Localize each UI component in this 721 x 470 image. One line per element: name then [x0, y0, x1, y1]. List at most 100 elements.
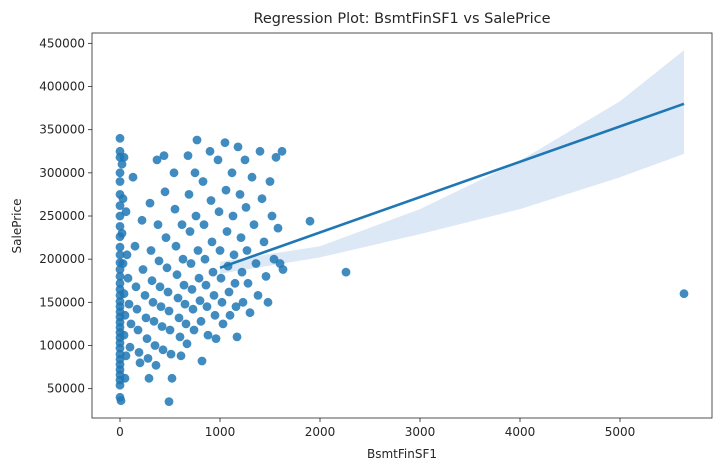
data-point — [231, 302, 241, 311]
data-point — [211, 334, 221, 343]
scatter-points-layer — [115, 133, 689, 406]
data-point — [135, 358, 145, 368]
data-point — [199, 220, 209, 230]
data-point — [222, 227, 232, 236]
data-point — [169, 168, 179, 178]
data-point — [224, 287, 234, 297]
data-point — [153, 220, 163, 230]
data-point — [193, 246, 203, 255]
data-point — [190, 168, 200, 178]
data-point — [115, 177, 125, 186]
data-point — [172, 270, 182, 280]
data-point — [120, 310, 130, 320]
data-point — [147, 276, 157, 286]
y-tick-label: 300000 — [39, 166, 85, 180]
data-point — [124, 299, 134, 309]
data-point — [278, 265, 288, 274]
data-point — [157, 322, 167, 331]
data-point — [195, 296, 205, 305]
data-point — [137, 215, 147, 225]
data-point — [162, 263, 172, 273]
data-point — [122, 250, 132, 260]
x-tick-label: 5000 — [605, 425, 636, 439]
data-point — [277, 146, 287, 156]
y-axis-label: SalePrice — [10, 199, 24, 254]
data-point — [171, 241, 181, 251]
data-point — [242, 246, 252, 255]
data-point — [220, 138, 230, 148]
y-axis-ticks: 50000 100000 150000 200000 250000 300000 35000… — [39, 36, 92, 396]
confidence-band-layer — [220, 50, 684, 274]
regression-line-layer — [219, 102, 685, 270]
data-point — [165, 325, 175, 335]
data-point — [123, 273, 133, 283]
data-point — [241, 203, 251, 212]
data-point — [170, 204, 180, 214]
data-point — [115, 278, 125, 288]
data-point — [271, 152, 281, 162]
x-tick-label: 0 — [116, 425, 124, 439]
data-point — [183, 151, 193, 161]
data-point — [232, 332, 242, 342]
data-point — [203, 330, 213, 340]
data-point — [216, 273, 226, 283]
data-point — [202, 302, 212, 311]
y-tick-label: 200000 — [39, 252, 85, 266]
data-point — [175, 332, 185, 342]
data-point — [126, 319, 136, 329]
data-point — [210, 310, 220, 320]
data-point — [160, 187, 170, 197]
data-point — [238, 297, 248, 307]
data-point — [140, 291, 150, 300]
data-point — [128, 172, 138, 182]
data-point — [208, 267, 218, 277]
data-point — [154, 256, 164, 266]
data-point — [225, 310, 235, 320]
data-point — [115, 133, 125, 143]
data-point — [130, 241, 140, 251]
data-point — [186, 259, 196, 268]
data-point — [133, 325, 143, 335]
data-point — [174, 313, 184, 323]
data-point — [305, 216, 315, 226]
data-point — [150, 341, 160, 350]
data-point — [115, 222, 125, 231]
data-point — [261, 272, 271, 281]
data-point — [121, 207, 131, 217]
data-point — [206, 196, 216, 205]
data-point — [273, 223, 283, 233]
data-point — [167, 373, 177, 383]
data-point — [152, 155, 162, 165]
x-tick-label: 2000 — [305, 425, 336, 439]
plot-frame — [91, 32, 713, 419]
data-point — [138, 265, 148, 274]
data-point — [177, 220, 187, 230]
data-point — [243, 278, 253, 288]
data-point — [209, 291, 219, 300]
data-point — [196, 316, 206, 326]
data-point — [267, 211, 277, 221]
data-point — [213, 155, 223, 165]
data-point — [237, 267, 247, 277]
data-point — [205, 146, 215, 156]
data-point — [145, 198, 155, 208]
data-point — [116, 396, 126, 406]
data-point — [121, 351, 131, 361]
data-point — [146, 246, 156, 255]
data-point — [198, 177, 208, 186]
confidence-band — [220, 50, 684, 274]
data-point — [164, 306, 174, 316]
data-point — [148, 297, 158, 307]
data-point — [207, 237, 217, 247]
data-point — [115, 168, 125, 178]
data-point — [194, 273, 204, 283]
data-point — [230, 278, 240, 288]
data-point — [176, 351, 186, 361]
data-point — [134, 348, 144, 357]
y-tick-label: 450000 — [39, 36, 85, 50]
data-point — [142, 334, 152, 343]
data-point — [200, 254, 210, 264]
data-point — [188, 304, 198, 314]
data-point — [236, 233, 246, 243]
data-point — [117, 228, 127, 238]
